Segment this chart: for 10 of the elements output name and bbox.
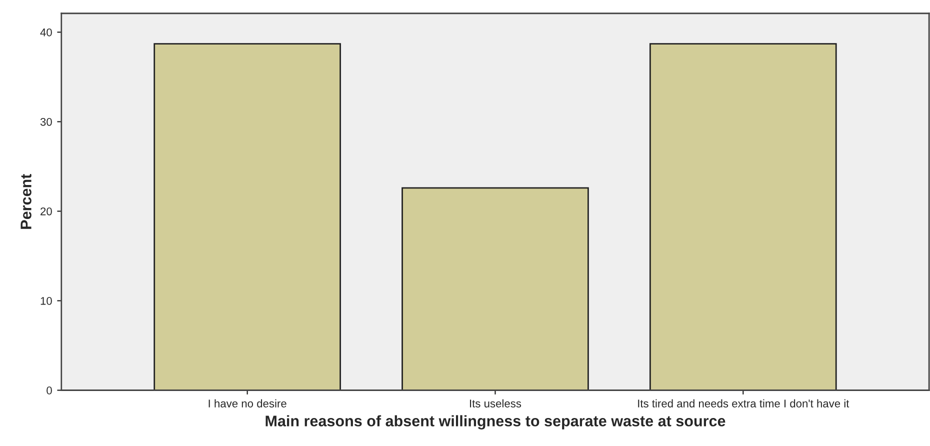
y-tick-label: 10 bbox=[40, 297, 52, 305]
x-axis-title: Main reasons of absent willingness to separate waste at source bbox=[266, 415, 726, 430]
x-tick-label: Its tired and needs extra time I don't have it bbox=[638, 399, 850, 408]
y-tick-label: 20 bbox=[40, 207, 52, 216]
y-tick-label: 40 bbox=[40, 28, 52, 36]
y-tick-label: 0 bbox=[46, 386, 52, 394]
y-axis-title: Percent bbox=[20, 174, 32, 229]
x-tick-label: I have no desire bbox=[208, 399, 286, 408]
y-tick-label: 30 bbox=[40, 118, 52, 126]
x-tick-label: Its useless bbox=[470, 399, 522, 408]
